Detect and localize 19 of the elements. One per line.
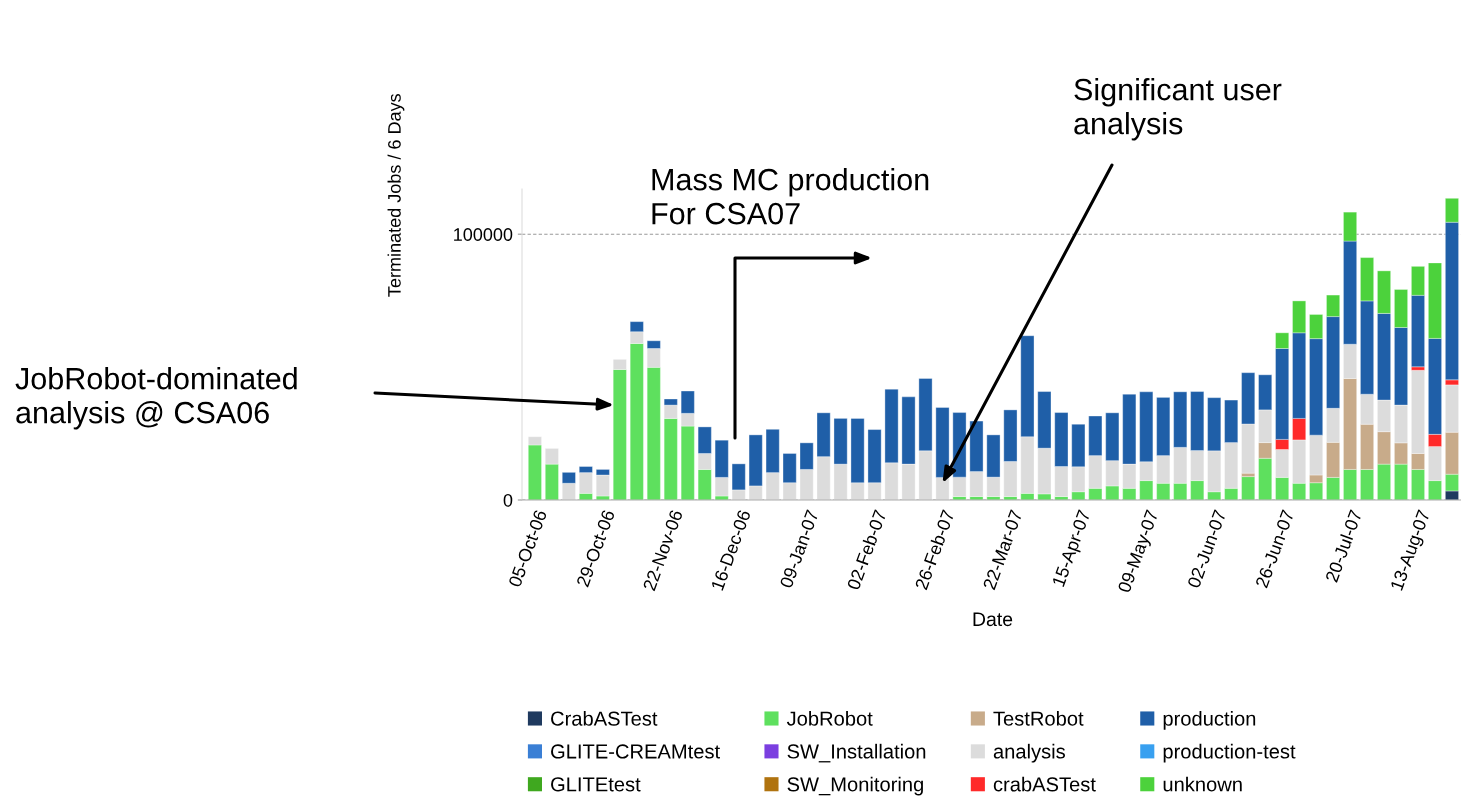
legend-label: TestRobot [993,710,1084,726]
legend-label: GLITE-CREAMtest [551,744,720,759]
annotation: Significant user analysis [1074,78,1282,141]
y-axis-title: Terminated Jobs / 6 Days [387,94,405,297]
y-tick-label: 0 [503,493,513,507]
text: JobRobot-dominated analysis @ CSA06 [15,367,297,430]
legend-label: crabASTest [993,776,1096,792]
legend-label: JobRobot [786,710,873,726]
legend-label: GLITEtest [551,777,641,792]
legend-label: production [1163,710,1256,730]
legend-label: production-test [1163,743,1296,763]
legend-label: SW_Installation [787,743,926,763]
annotation: Mass MC production For CSA07 [652,168,929,225]
legend-label: SW_Monitoring [787,776,923,796]
legend-label: analysis [993,743,1065,763]
legend-label: CrabASTest [551,710,658,726]
x-axis-title: Date [973,612,1013,627]
legend-label: unknown [1163,776,1242,792]
y-tick-label: 100000 [454,228,513,241]
